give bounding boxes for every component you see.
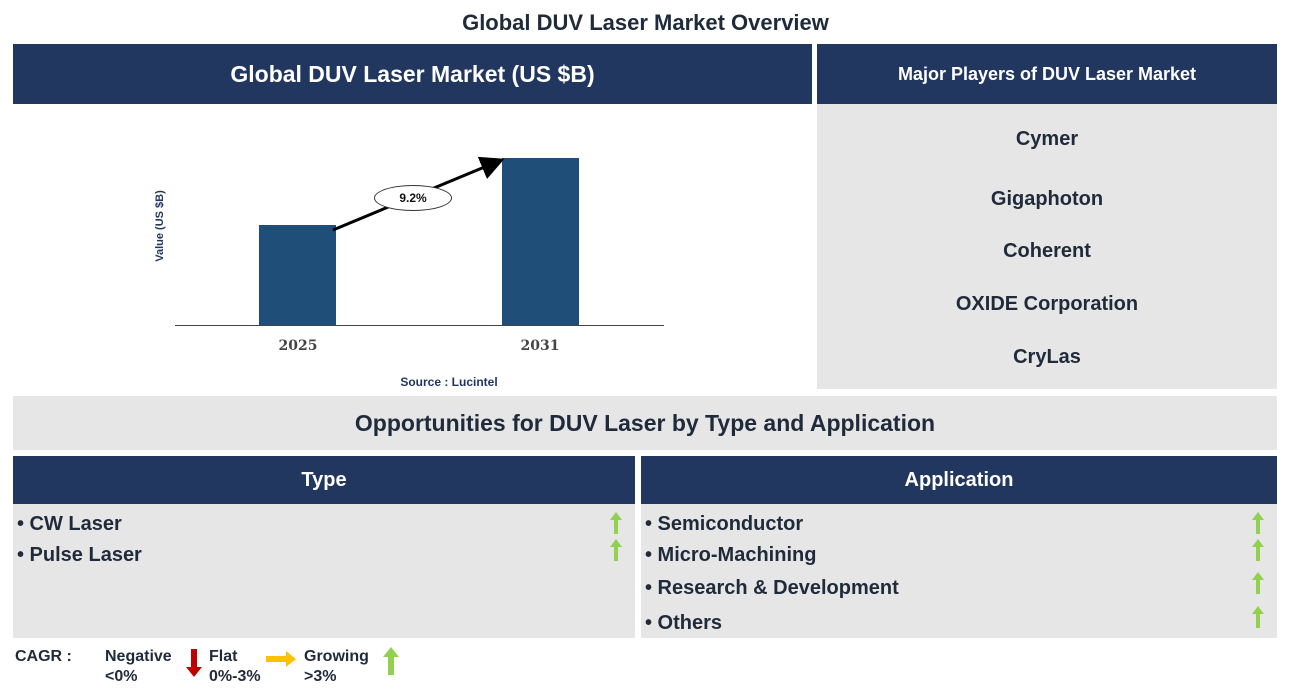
up-arrow-icon [1252, 572, 1264, 594]
legend-negative-range: <0% [105, 668, 138, 685]
legend-flat-range: 0%-3% [209, 668, 261, 685]
up-arrow-icon [1252, 606, 1264, 628]
up-arrow-icon [383, 647, 399, 675]
cagr-label: 9.2% [374, 185, 452, 211]
application-item: • Semiconductor [645, 513, 804, 535]
bar-2025 [259, 225, 336, 325]
type-item: • CW Laser [17, 513, 122, 535]
player-item: OXIDE Corporation [955, 293, 1139, 315]
type-header: Type [13, 456, 635, 504]
type-item: • Pulse Laser [17, 544, 142, 566]
application-item: • Research & Development [645, 577, 899, 599]
source-note: Source : Lucintel [400, 375, 498, 389]
application-item: • Micro-Machining [645, 544, 817, 566]
player-item: Coherent [1003, 240, 1091, 262]
x-axis-line [175, 325, 664, 326]
page-title: Global DUV Laser Market Overview [462, 10, 829, 35]
up-arrow-icon [1252, 512, 1264, 534]
opportunities-header: Opportunities for DUV Laser by Type and … [13, 396, 1277, 450]
legend-growing-range: >3% [304, 668, 337, 685]
up-arrow-icon [610, 539, 622, 561]
type-list: • CW Laser • Pulse Laser [13, 504, 635, 638]
players-header: Major Players of DUV Laser Market [817, 44, 1277, 104]
application-header: Application [641, 456, 1277, 504]
x-tick-2031: 2031 [520, 338, 560, 354]
application-list: • Semiconductor • Micro-Machining • Rese… [641, 504, 1277, 638]
x-tick-2025: 2025 [278, 338, 318, 354]
up-arrow-icon [610, 512, 622, 534]
cagr-arrow-icon [332, 156, 505, 232]
player-item: CryLas [1013, 346, 1081, 368]
legend-flat-name: Flat [209, 648, 238, 665]
bar-2031 [502, 158, 579, 325]
down-arrow-icon [186, 649, 202, 677]
up-arrow-icon [1252, 539, 1264, 561]
chart-header: Global DUV Laser Market (US $B) [13, 44, 812, 104]
legend-label: CAGR : [15, 648, 72, 665]
application-item: • Others [645, 612, 723, 634]
player-item: Cymer [1015, 128, 1079, 150]
legend-growing-name: Growing [304, 648, 369, 665]
player-item: Gigaphoton [990, 188, 1104, 210]
players-list: Cymer Gigaphoton Coherent OXIDE Corporat… [817, 104, 1277, 389]
right-arrow-icon [266, 651, 296, 667]
cagr-legend: CAGR : Negative <0% Flat 0%-3% Growing >… [0, 640, 420, 695]
legend-negative-name: Negative [105, 648, 172, 665]
